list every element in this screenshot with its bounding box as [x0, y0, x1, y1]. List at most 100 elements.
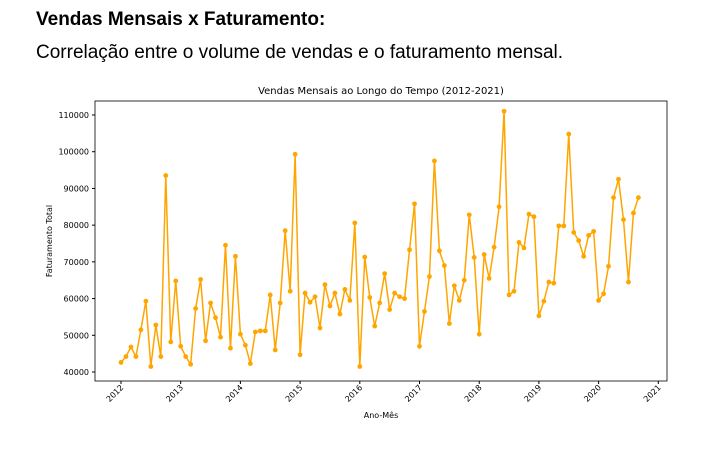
data-point: [208, 300, 213, 306]
data-point: [446, 321, 452, 326]
data-point: [511, 288, 517, 294]
data-point: [317, 325, 323, 331]
data-point: [581, 253, 587, 259]
subheading: Correlação entre o volume de vendas e o …: [36, 42, 564, 63]
data-point: [163, 173, 169, 178]
data-point: [362, 254, 368, 260]
data-point: [387, 307, 393, 312]
data-point: [566, 131, 572, 137]
data-point: [601, 291, 606, 297]
data-point: [417, 343, 422, 349]
y-tick-label: 110000: [58, 111, 89, 120]
data-point: [556, 223, 562, 229]
y-tick-label: 70000: [64, 258, 89, 267]
data-point: [606, 263, 611, 269]
data-point: [521, 245, 527, 251]
data-point: [357, 364, 363, 369]
x-tick-label: 2017: [403, 383, 424, 404]
data-point: [631, 210, 636, 216]
y-tick-label: 40000: [64, 368, 89, 377]
data-point: [223, 242, 228, 248]
data-point: [118, 360, 124, 365]
data-point: [228, 345, 233, 351]
data-point: [476, 331, 482, 337]
data-point: [307, 299, 313, 305]
data-point: [531, 214, 537, 220]
data-point: [402, 296, 407, 301]
data-point: [412, 201, 417, 207]
data-point: [287, 288, 293, 294]
data-point: [238, 331, 243, 337]
data-point: [526, 211, 532, 217]
data-point: [432, 158, 437, 164]
x-axis-label: Ano-Mês: [364, 410, 398, 420]
data-point: [541, 298, 547, 304]
data-point: [407, 247, 412, 253]
data-point: [218, 334, 223, 340]
data-point: [123, 354, 129, 359]
data-point: [302, 290, 308, 296]
data-point: [143, 298, 149, 304]
data-point: [128, 344, 134, 350]
data-point: [636, 195, 641, 201]
data-point: [193, 306, 199, 311]
y-axis-label: Faturamento Total: [45, 205, 54, 277]
data-point: [551, 280, 557, 286]
data-point: [621, 217, 626, 223]
data-point: [277, 300, 283, 306]
data-point: [327, 303, 333, 309]
data-point: [138, 327, 144, 333]
x-tick-label: 2015: [284, 383, 305, 404]
data-point: [536, 313, 542, 319]
data-point: [481, 252, 487, 257]
data-point: [466, 212, 472, 218]
x-tick-label: 2014: [224, 383, 245, 404]
data-point: [337, 311, 343, 317]
y-tick-label: 80000: [64, 221, 89, 230]
data-point: [611, 195, 616, 201]
data-point: [252, 329, 258, 335]
y-tick-label: 60000: [64, 295, 89, 304]
x-tick-label: 2012: [105, 383, 126, 404]
y-tick-label: 100000: [58, 148, 89, 157]
data-point: [158, 354, 164, 359]
data-point: [496, 204, 502, 210]
data-point: [596, 298, 601, 303]
data-point: [213, 315, 218, 321]
data-point: [461, 277, 467, 283]
data-point: [397, 294, 402, 300]
data-point: [272, 347, 278, 353]
x-tick-label: 2020: [582, 383, 603, 404]
data-point: [626, 279, 631, 285]
data-point: [282, 228, 288, 234]
y-tick-label: 90000: [64, 184, 89, 193]
data-point: [267, 292, 273, 298]
data-point: [486, 275, 492, 281]
data-point: [437, 248, 442, 254]
data-point: [133, 354, 139, 359]
data-point: [312, 294, 318, 300]
data-point: [173, 278, 179, 284]
x-tick-label: 2016: [343, 383, 364, 404]
data-point: [347, 298, 353, 303]
data-point: [501, 108, 507, 114]
data-point: [198, 277, 204, 282]
data-point: [451, 283, 457, 289]
x-tick-label: 2013: [164, 383, 185, 404]
data-point: [422, 309, 427, 314]
data-point: [297, 352, 303, 358]
plot-frame: [94, 100, 668, 382]
data-point: [183, 354, 189, 359]
data-point: [392, 290, 398, 296]
data-point: [382, 271, 388, 277]
data-point: [377, 300, 383, 306]
x-tick-label: 2021: [642, 383, 663, 404]
data-point: [203, 338, 208, 344]
x-tick-label: 2018: [463, 383, 484, 404]
data-point: [292, 151, 298, 157]
data-point: [456, 298, 462, 303]
data-point: [148, 364, 154, 369]
data-point: [591, 228, 597, 234]
data-point: [247, 361, 253, 366]
